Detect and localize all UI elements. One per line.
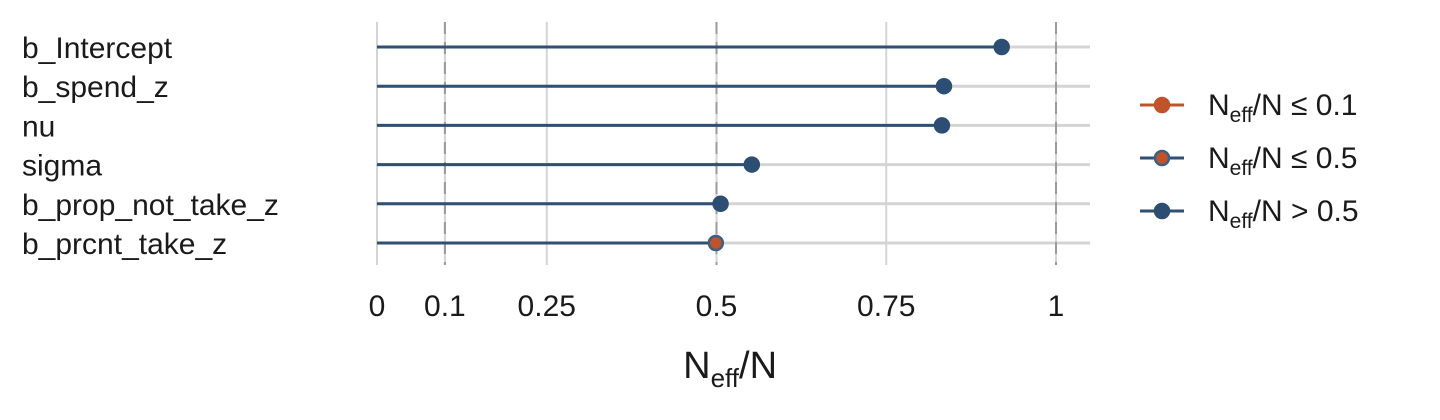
y-tick-label: b_spend_z [22,71,169,104]
x-tick-label: 0.25 [518,290,576,323]
legend-label: Neff/N > 0.5 [1208,195,1359,233]
grid-layer [376,22,1090,265]
legend-label: Neff/N ≤ 0.5 [1208,142,1357,180]
lollipop-point [933,117,951,134]
y-tick-label: sigma [22,150,102,183]
legend: Neff/N ≤ 0.1 Neff/N ≤ 0.5 Neff/N > 0.5 [1140,89,1359,233]
lollipop-point [707,234,725,252]
lollipop-point [935,77,953,95]
y-tick-label: b_Intercept [22,32,173,65]
x-axis-title-main: N [683,345,710,387]
lollipop-point [743,156,761,173]
legend-label: Neff/N ≤ 0.1 [1208,89,1357,127]
x-axis-title-rest: /N [739,345,777,387]
reference-lines [443,22,1057,265]
x-axis-ticks: 0 0.1 0.25 0.5 0.75 1 [369,290,1065,323]
x-tick-label: 0 [369,290,386,323]
y-axis-labels: b_Intercept b_spend_znu sigma b_prop_not_ta… [22,32,279,261]
y-tick-label: b_prcnt_take_z [22,228,227,261]
x-tick-label: 0.5 [696,290,738,323]
legend-key-point [1153,96,1171,114]
y-tick-label: b_prop_not_take_z [22,189,279,222]
x-tick-label: 0.1 [424,290,466,323]
lollipop-point [993,38,1010,56]
series-layer [377,38,1010,252]
x-axis-title-sub: eff [711,363,740,393]
legend-key-point [1153,149,1171,167]
x-tick-label: 0.75 [857,290,915,323]
y-tick-label: nu [22,110,55,143]
lollipop-point [712,195,729,213]
x-axis-title: Neff/N [683,345,777,393]
legend-key-point [1153,202,1171,220]
x-tick-label: 1 [1048,290,1065,323]
